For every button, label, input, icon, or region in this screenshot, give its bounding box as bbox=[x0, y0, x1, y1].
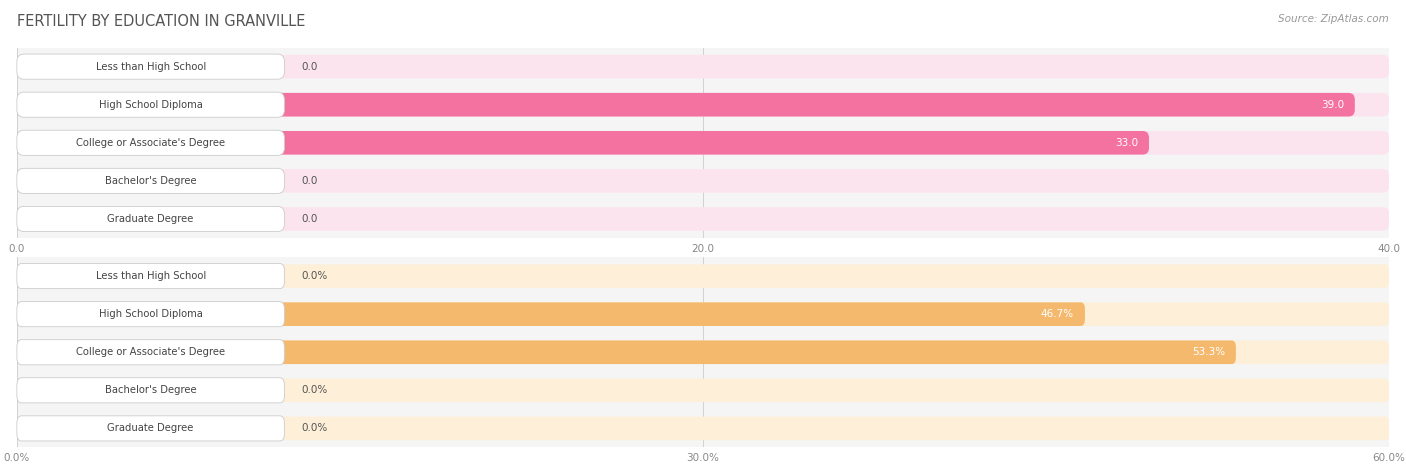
Text: FERTILITY BY EDUCATION IN GRANVILLE: FERTILITY BY EDUCATION IN GRANVILLE bbox=[17, 14, 305, 30]
FancyBboxPatch shape bbox=[17, 340, 284, 365]
Text: College or Associate's Degree: College or Associate's Degree bbox=[76, 138, 225, 148]
Text: 0.0: 0.0 bbox=[301, 61, 318, 72]
Text: 33.0: 33.0 bbox=[1115, 138, 1137, 148]
Text: College or Associate's Degree: College or Associate's Degree bbox=[76, 347, 225, 357]
FancyBboxPatch shape bbox=[17, 207, 284, 231]
FancyBboxPatch shape bbox=[17, 93, 1389, 117]
Text: 46.7%: 46.7% bbox=[1040, 309, 1074, 319]
Text: 39.0: 39.0 bbox=[1320, 99, 1344, 110]
FancyBboxPatch shape bbox=[17, 131, 1149, 155]
Text: 0.0%: 0.0% bbox=[301, 385, 328, 396]
Text: Less than High School: Less than High School bbox=[96, 61, 205, 72]
FancyBboxPatch shape bbox=[17, 93, 1355, 117]
FancyBboxPatch shape bbox=[17, 378, 1389, 402]
Text: 53.3%: 53.3% bbox=[1192, 347, 1225, 357]
FancyBboxPatch shape bbox=[17, 169, 1389, 193]
FancyBboxPatch shape bbox=[17, 416, 1389, 440]
Text: Graduate Degree: Graduate Degree bbox=[107, 423, 194, 434]
FancyBboxPatch shape bbox=[17, 378, 284, 403]
Text: Source: ZipAtlas.com: Source: ZipAtlas.com bbox=[1278, 14, 1389, 24]
FancyBboxPatch shape bbox=[17, 92, 284, 117]
Text: 0.0: 0.0 bbox=[301, 214, 318, 224]
FancyBboxPatch shape bbox=[17, 264, 1389, 288]
Text: 0.0: 0.0 bbox=[301, 176, 318, 186]
FancyBboxPatch shape bbox=[17, 416, 284, 441]
FancyBboxPatch shape bbox=[17, 130, 284, 155]
FancyBboxPatch shape bbox=[17, 54, 284, 79]
FancyBboxPatch shape bbox=[17, 131, 1389, 155]
FancyBboxPatch shape bbox=[17, 302, 1389, 326]
FancyBboxPatch shape bbox=[17, 302, 1085, 326]
FancyBboxPatch shape bbox=[17, 169, 284, 193]
Text: Bachelor's Degree: Bachelor's Degree bbox=[105, 176, 197, 186]
Text: High School Diploma: High School Diploma bbox=[98, 309, 202, 319]
FancyBboxPatch shape bbox=[17, 340, 1389, 364]
FancyBboxPatch shape bbox=[17, 340, 1236, 364]
FancyBboxPatch shape bbox=[17, 302, 284, 327]
FancyBboxPatch shape bbox=[17, 207, 1389, 231]
Text: 0.0%: 0.0% bbox=[301, 271, 328, 281]
Text: Graduate Degree: Graduate Degree bbox=[107, 214, 194, 224]
FancyBboxPatch shape bbox=[17, 55, 1389, 79]
Text: Bachelor's Degree: Bachelor's Degree bbox=[105, 385, 197, 396]
FancyBboxPatch shape bbox=[17, 264, 284, 288]
Text: High School Diploma: High School Diploma bbox=[98, 99, 202, 110]
Text: Less than High School: Less than High School bbox=[96, 271, 205, 281]
Text: 0.0%: 0.0% bbox=[301, 423, 328, 434]
